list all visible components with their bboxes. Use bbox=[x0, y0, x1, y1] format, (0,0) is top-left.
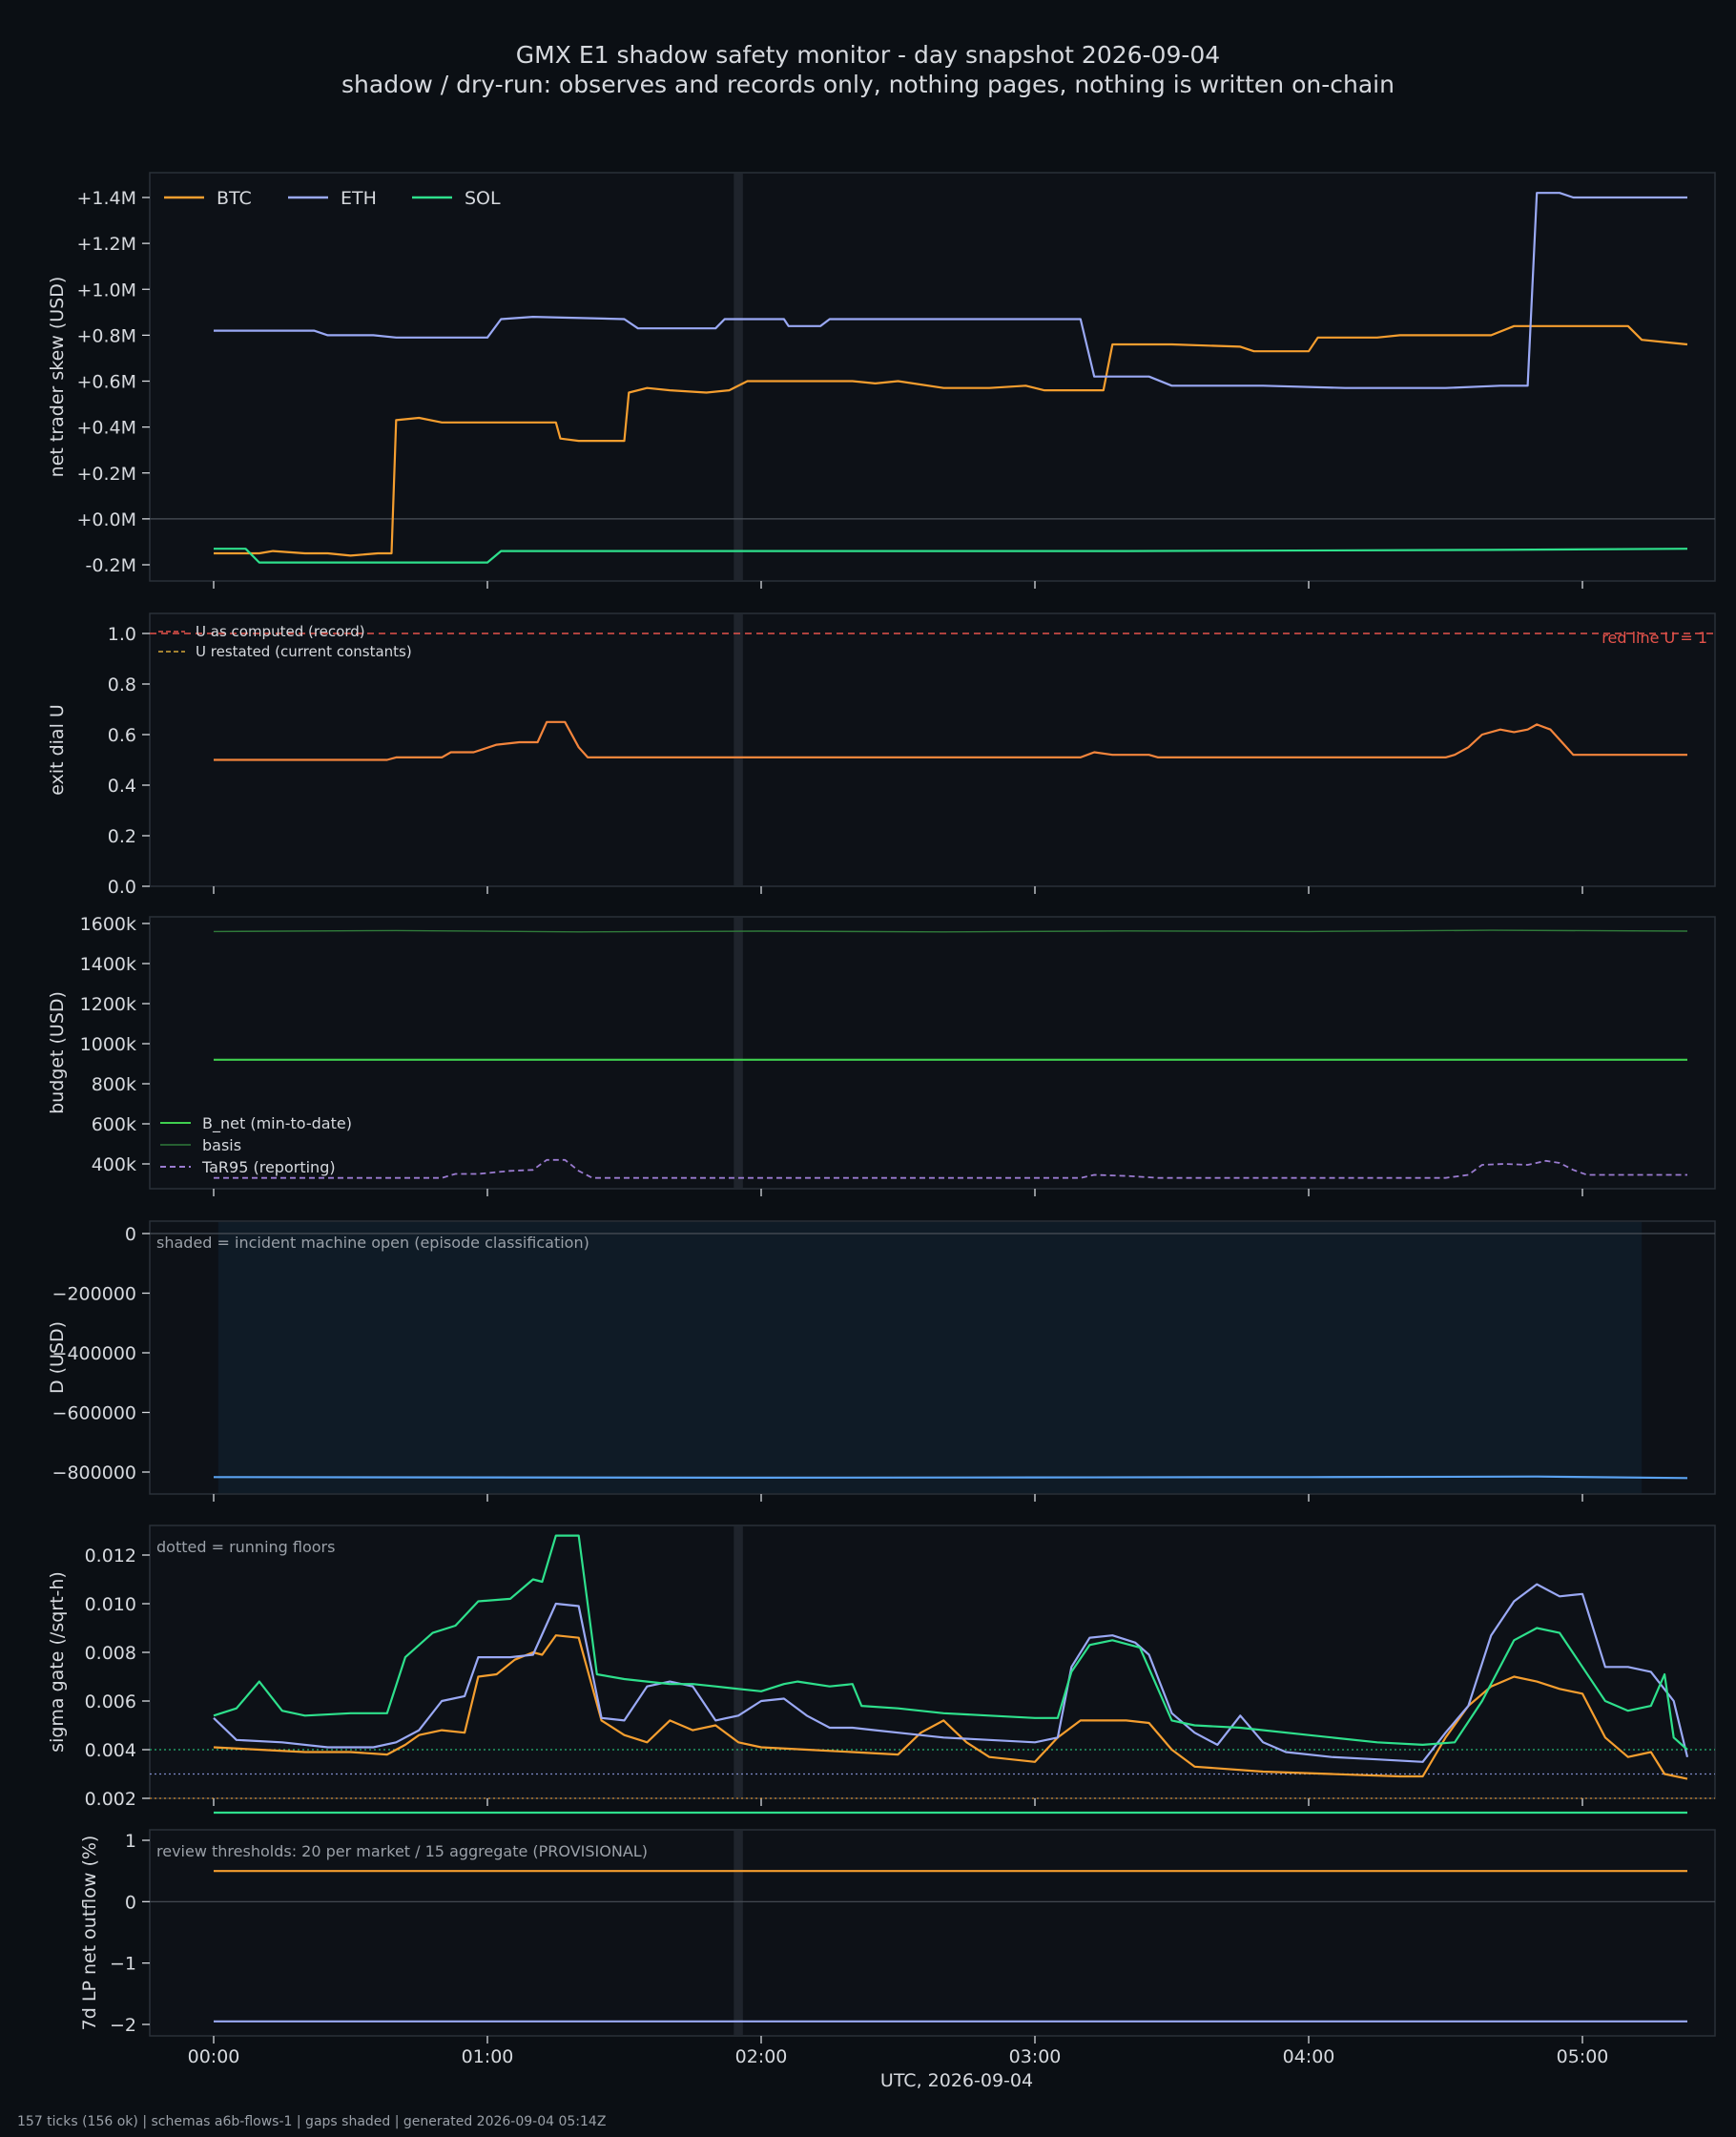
y-tick-label: +1.2M bbox=[76, 234, 136, 255]
series-eth bbox=[214, 192, 1687, 389]
y-axis-label: 7d LP net outflow (%) bbox=[79, 1836, 100, 2031]
y-tick-label: -0.2M bbox=[86, 555, 136, 576]
y-tick-label: +0.8M bbox=[76, 325, 136, 346]
panel-4: −800000 −600000 −400000 −200000 0 D (USD) shad… bbox=[47, 1220, 1716, 1502]
gap-shade bbox=[734, 174, 743, 580]
panel-2: 0.0 0.2 0.4 0.6 0.8 1.0 exit dial U red line U … bbox=[47, 612, 1716, 898]
x-tick-label: 02:00 bbox=[735, 2046, 788, 2067]
footer-status: 157 ticks (156 ok) | schemas a6b-flows-1… bbox=[17, 2114, 606, 2129]
y-tick-label: 800k bbox=[92, 1074, 136, 1095]
y-tick-label: 0 bbox=[125, 1892, 136, 1913]
legend-label: B_net (min-to-date) bbox=[202, 1114, 352, 1133]
series-sol bbox=[214, 548, 1688, 564]
panel-frame bbox=[149, 916, 1716, 1190]
series-eth bbox=[213, 1583, 1689, 1763]
y-tick-label: 400k bbox=[92, 1154, 136, 1175]
y-tick-label: 0.8 bbox=[108, 674, 136, 695]
y-axis-label: exit dial U bbox=[47, 704, 68, 796]
y-tick-label: 0.008 bbox=[85, 1643, 136, 1664]
y-tick-label: 1600k bbox=[80, 914, 136, 935]
y-tick-label: +0.6M bbox=[76, 372, 136, 393]
panel-frame bbox=[149, 172, 1716, 582]
panel-3: 400k 600k 800k 1000k 1200k 1400k 1600k budget (… bbox=[47, 914, 1716, 1196]
y-tick-label: −200000 bbox=[52, 1284, 136, 1305]
panel-1: -0.2M +0.0M +0.2M +0.4M +0.6M +0.8M +1.0M +1.2M… bbox=[47, 172, 1716, 589]
y-tick-label: 0.002 bbox=[85, 1789, 136, 1810]
red-line-label: red line U = 1 bbox=[1602, 629, 1707, 647]
x-tick-label: 01:00 bbox=[462, 2046, 514, 2067]
panel-frame bbox=[149, 1829, 1716, 2037]
y-tick-label: 0.0 bbox=[108, 877, 136, 898]
legend-label: TaR95 (reporting) bbox=[201, 1158, 336, 1176]
chart-title: GMX E1 shadow safety monitor - day snaps… bbox=[516, 41, 1220, 69]
y-tick-label: −1 bbox=[110, 1954, 136, 1975]
chart-subtitle: shadow / dry-run: observes and records o… bbox=[341, 71, 1395, 98]
x-tick-label: 03:00 bbox=[1009, 2046, 1062, 2067]
y-tick-label: +0.4M bbox=[76, 418, 136, 439]
y-tick-label: 0.006 bbox=[85, 1691, 136, 1712]
series-u-as-computed-record- bbox=[214, 720, 1687, 761]
legend-label: BTC bbox=[217, 188, 252, 209]
x-tick-label: 05:00 bbox=[1557, 2046, 1609, 2067]
series-sol bbox=[213, 1534, 1688, 1751]
y-tick-label: 1200k bbox=[80, 994, 136, 1015]
y-tick-label: −800000 bbox=[52, 1463, 136, 1483]
panel-6: −2 −1 0 1 00:00 01:00 02:00 03:00 04:00 05:00 7d L… bbox=[79, 1811, 1716, 2067]
legend-label: U as computed (record) bbox=[196, 623, 365, 640]
panel-note: shaded = incident machine open (episode … bbox=[156, 1234, 589, 1252]
y-tick-label: 0.012 bbox=[85, 1546, 136, 1566]
series-d bbox=[213, 1475, 1688, 1480]
panel-note: dotted = running floors bbox=[156, 1538, 335, 1556]
panels: -0.2M +0.0M +0.2M +0.4M +0.6M +0.8M +1.0M +1.2M… bbox=[47, 172, 1716, 2067]
y-tick-label: 600k bbox=[92, 1114, 136, 1135]
x-axis-label: UTC, 2026-09-04 bbox=[880, 2070, 1033, 2091]
gap-shade bbox=[734, 1526, 743, 1797]
legend-label: ETH bbox=[341, 188, 377, 209]
y-tick-label: −2 bbox=[110, 2015, 136, 2036]
x-tick-label: 00:00 bbox=[188, 2046, 240, 2067]
y-tick-label: +1.0M bbox=[76, 280, 136, 301]
y-tick-label: 1400k bbox=[80, 954, 136, 975]
x-tick-label: 04:00 bbox=[1283, 2046, 1335, 2067]
legend-label: SOL bbox=[465, 188, 501, 209]
y-tick-label: 1000k bbox=[80, 1034, 136, 1055]
panel-5: 0.002 0.004 0.006 0.008 0.010 0.012 sigma gate… bbox=[47, 1525, 1716, 1810]
legend-label: U restated (current constants) bbox=[196, 643, 412, 660]
y-tick-label: 0.2 bbox=[108, 826, 136, 847]
series-basis bbox=[213, 929, 1688, 933]
y-tick-label: −400000 bbox=[52, 1343, 136, 1364]
gap-shade bbox=[734, 614, 743, 885]
y-tick-label: +1.4M bbox=[76, 188, 136, 209]
y-axis-label: D (USD) bbox=[47, 1321, 68, 1394]
panel-frame bbox=[149, 612, 1716, 887]
y-tick-label: 0.010 bbox=[85, 1594, 136, 1615]
y-axis-label: net trader skew (USD) bbox=[47, 277, 68, 478]
y-tick-label: 0.4 bbox=[108, 776, 136, 797]
panel-note: review thresholds: 20 per market / 15 ag… bbox=[156, 1842, 648, 1860]
gap-shade bbox=[734, 1831, 743, 2035]
incident-shade bbox=[217, 1222, 1643, 1493]
series-btc bbox=[214, 324, 1688, 557]
y-tick-label: −600000 bbox=[52, 1403, 136, 1424]
y-tick-label: 0.6 bbox=[108, 725, 136, 746]
y-tick-label: 0.004 bbox=[85, 1740, 136, 1761]
y-tick-label: 0 bbox=[125, 1224, 136, 1245]
gap-shade bbox=[734, 918, 743, 1188]
y-tick-label: +0.2M bbox=[76, 464, 136, 485]
y-axis-label: sigma gate (/sqrt-h) bbox=[47, 1571, 68, 1753]
y-tick-label: 1.0 bbox=[108, 624, 136, 645]
series-btc bbox=[213, 1634, 1688, 1780]
panel-frame bbox=[149, 1525, 1716, 1799]
y-tick-label: +0.0M bbox=[76, 509, 136, 530]
legend-label: basis bbox=[202, 1136, 241, 1154]
y-axis-label: budget (USD) bbox=[47, 991, 68, 1114]
y-tick-label: 1 bbox=[125, 1831, 136, 1852]
